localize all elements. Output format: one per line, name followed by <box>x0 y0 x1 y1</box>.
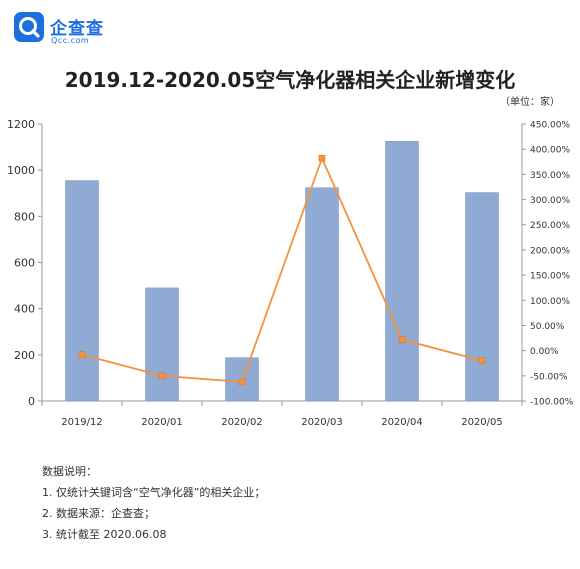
bar <box>465 192 499 402</box>
logo: 企查查 Qcc.com <box>14 8 134 48</box>
line-point <box>398 336 406 343</box>
left-tick-label: 600 <box>14 257 35 270</box>
x-tick-label: 2019/12 <box>61 417 103 428</box>
note-item: 2. 数据来源：企查查； <box>42 507 155 520</box>
left-tick-label: 200 <box>14 349 35 362</box>
right-tick-label: 200.00% <box>530 246 570 256</box>
bar <box>385 141 419 402</box>
line-point <box>78 351 86 358</box>
right-tick-label: 350.00% <box>530 171 570 181</box>
x-tick-label: 2020/04 <box>381 417 423 428</box>
logo-domain: Qcc.com <box>51 36 90 45</box>
magnifier-q-icon <box>14 12 44 42</box>
right-tick-label: 450.00% <box>530 121 570 131</box>
left-tick-label: 1200 <box>7 118 35 131</box>
right-tick-label: 250.00% <box>530 221 570 231</box>
right-tick-label: 0.00% <box>530 347 559 357</box>
left-tick-label: 400 <box>14 303 35 316</box>
note-item: 1. 仅统计关键词含“空气净化器”的相关企业； <box>42 486 266 499</box>
tick-labels: 0 200 400 600 800 1000 1200 -100.00% -50.00% 0.00… <box>7 118 574 428</box>
x-tick-label: 2020/01 <box>141 417 183 428</box>
line-point <box>158 372 166 380</box>
logo-name: 企查查 <box>50 19 104 39</box>
bar <box>65 180 99 402</box>
x-tick-label: 2020/02 <box>221 417 263 428</box>
chart-title: 2019.12-2020.05空气净化器相关企业新增变化 <box>64 68 516 92</box>
right-tick-label: 150.00% <box>530 272 570 282</box>
bar-series <box>65 141 499 402</box>
line-series <box>78 154 486 386</box>
right-tick-label: 400.00% <box>530 146 570 156</box>
line-point <box>478 357 486 365</box>
unit-label: （单位：家） <box>500 97 560 108</box>
left-tick-label: 800 <box>14 210 35 223</box>
line-point <box>318 154 326 162</box>
data-notes: 数据说明： 1. 仅统计关键词含“空气净化器”的相关企业； 2. 数据来源：企查… <box>42 461 265 545</box>
right-tick-label: 100.00% <box>530 297 570 307</box>
x-tick-label: 2020/05 <box>461 417 503 428</box>
line-point <box>238 378 246 386</box>
chart: 0 200 400 600 800 1000 1200 -100.00% -50.00% 0.00… <box>7 118 574 428</box>
right-tick-label: 50.00% <box>530 322 565 332</box>
chart-axes <box>38 123 526 406</box>
left-tick-label: 1000 <box>7 164 35 177</box>
left-tick-label: 0 <box>28 395 35 408</box>
right-tick-label: -50.00% <box>530 372 568 382</box>
right-tick-label: -100.00% <box>530 398 574 408</box>
line-path <box>81 155 483 383</box>
x-tick-label: 2020/03 <box>301 417 343 428</box>
notes-heading: 数据说明： <box>42 465 97 478</box>
bar <box>305 187 339 402</box>
bar <box>145 287 179 402</box>
right-tick-label: 300.00% <box>530 196 570 206</box>
note-item: 3. 统计截至 2020.06.08 <box>42 528 167 541</box>
